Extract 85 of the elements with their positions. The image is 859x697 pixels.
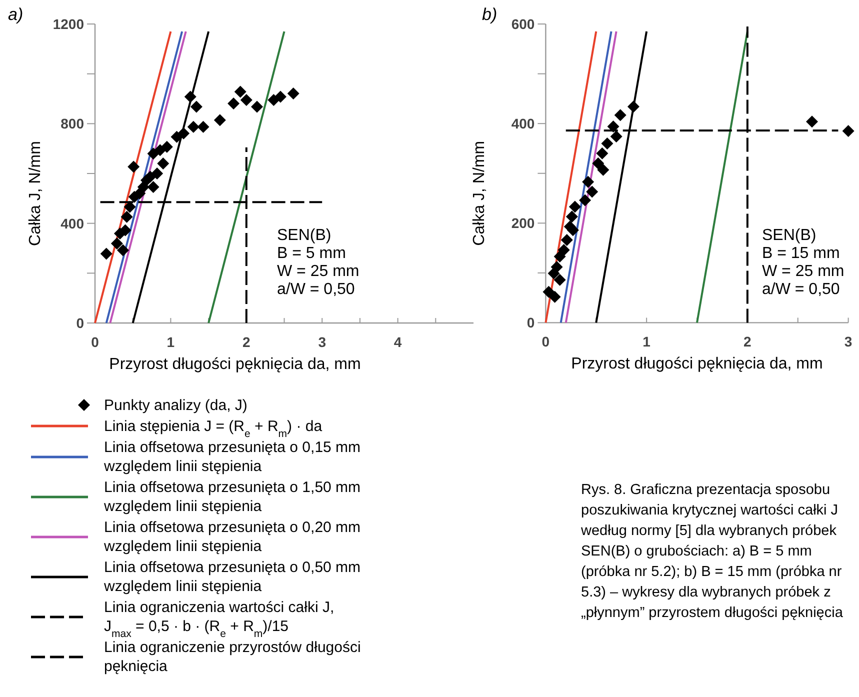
y-tick-label: 0 xyxy=(76,315,84,331)
point xyxy=(586,186,598,198)
point xyxy=(100,248,112,260)
x-tick-label: 2 xyxy=(744,334,752,350)
y-tick-label: 600 xyxy=(511,16,535,32)
legend-label: Linia stępienia J = (R$_{e}$ + R$_{m}$) · da xyxy=(104,418,323,440)
legend-label: Punkty analizy (da, J) xyxy=(104,397,248,414)
point xyxy=(579,194,592,206)
point xyxy=(607,120,620,133)
x-tick-label: 0 xyxy=(91,334,100,350)
legend-label: Linia ograniczenia wartości całki J, J$_{max}$ = 0,5 · b · (R$_{e}$ + R$_{m}$)/15 xyxy=(104,599,334,640)
y-tick-label: 1200 xyxy=(52,16,84,32)
point xyxy=(120,210,133,223)
point xyxy=(542,286,555,298)
annotation: a/W = 0,50 xyxy=(277,281,355,298)
point xyxy=(596,147,608,160)
point xyxy=(566,210,578,223)
point xyxy=(187,120,200,133)
point xyxy=(234,86,246,98)
y-axis-title: Całka J, N/mm xyxy=(471,140,488,246)
annotation: SEN(B) xyxy=(277,227,332,244)
point xyxy=(614,109,626,122)
annotation: W = 25 mm xyxy=(762,263,844,280)
point xyxy=(197,120,210,133)
x-axis-title: Przyrost długości pęknięcia da, mm xyxy=(571,356,823,373)
point xyxy=(157,158,170,170)
point xyxy=(287,88,300,100)
point xyxy=(582,176,594,188)
point xyxy=(110,238,123,250)
point xyxy=(240,94,252,106)
legend-label: Linia ograniczenie przyrostów długości pęknięcia xyxy=(104,639,361,675)
annotation: B = 15 mm xyxy=(762,245,840,262)
point xyxy=(554,274,566,286)
legend-label: Linia offsetowa przesunięta o 0,50 mm względem linii stępienia xyxy=(103,559,361,595)
x-tick-label: 0 xyxy=(542,334,550,350)
point xyxy=(184,90,196,103)
point xyxy=(548,290,561,303)
point xyxy=(190,100,202,113)
point xyxy=(597,164,610,176)
point xyxy=(558,244,570,256)
x-axis-title: Przyrost długości pęknięcia da, mm xyxy=(109,356,361,373)
x-tick-label: 2 xyxy=(242,334,250,350)
point xyxy=(806,116,818,128)
point xyxy=(550,260,563,273)
legend-label: Linia offsetowa przesunięta o 0,20 mm względem linii stępienia xyxy=(103,519,361,555)
x-tick-label: 4 xyxy=(394,334,402,350)
point xyxy=(147,148,160,160)
legend-label: Linia offsetowa przesunięta o 0,15 mm względem linii stępienia xyxy=(103,439,361,475)
point xyxy=(228,97,240,110)
text: Rys. 8. Graficzna prezentacja sposobu poszukiwania krytycznej wartości całki J według normy [5] dla wybranych próbek SEN(B) o grubościach: a) B = 5 mm (próbka nr 5.2); b) B = 15 mm (próbka nr 5.3) – wykresy dla wybranych próbek z „płynnym” przyrostem długości pęknięcia xyxy=(580,482,844,621)
annotation: SEN(B) xyxy=(762,227,816,244)
point xyxy=(610,130,622,143)
point xyxy=(568,200,581,213)
point xyxy=(170,130,183,143)
point xyxy=(627,100,640,113)
y-tick-label: 0 xyxy=(526,314,535,331)
chart-title: b) xyxy=(482,5,498,24)
point xyxy=(251,100,263,113)
point xyxy=(147,180,160,193)
point xyxy=(160,140,173,153)
y-tick-label: 800 xyxy=(60,116,84,132)
point xyxy=(178,127,190,140)
point xyxy=(124,200,136,213)
point xyxy=(842,125,854,138)
annotation: B = 5 mm xyxy=(277,245,346,262)
chart-title: a) xyxy=(8,5,24,24)
x-tick-label: 3 xyxy=(844,334,852,350)
point xyxy=(592,157,604,170)
legend-label: Linia offsetowa przesunięta o 1,50 mm względem linii stępienia xyxy=(103,479,361,515)
y-tick-label: 400 xyxy=(511,116,535,132)
annotation: W = 25 mm xyxy=(277,263,360,280)
point xyxy=(128,160,140,173)
x-tick-label: 1 xyxy=(166,334,175,350)
y-tick-label: 400 xyxy=(60,215,84,232)
point xyxy=(560,234,573,246)
point xyxy=(117,244,130,256)
point xyxy=(214,114,226,126)
annotation: a/W = 0,50 xyxy=(762,281,840,298)
x-tick-label: 1 xyxy=(642,334,651,350)
point xyxy=(274,90,286,103)
point xyxy=(151,168,164,180)
y-axis-title: Całka J, N/mm xyxy=(27,141,44,246)
x-tick-label: 3 xyxy=(318,334,326,350)
point xyxy=(601,137,614,150)
y-tick-label: 200 xyxy=(511,215,535,232)
